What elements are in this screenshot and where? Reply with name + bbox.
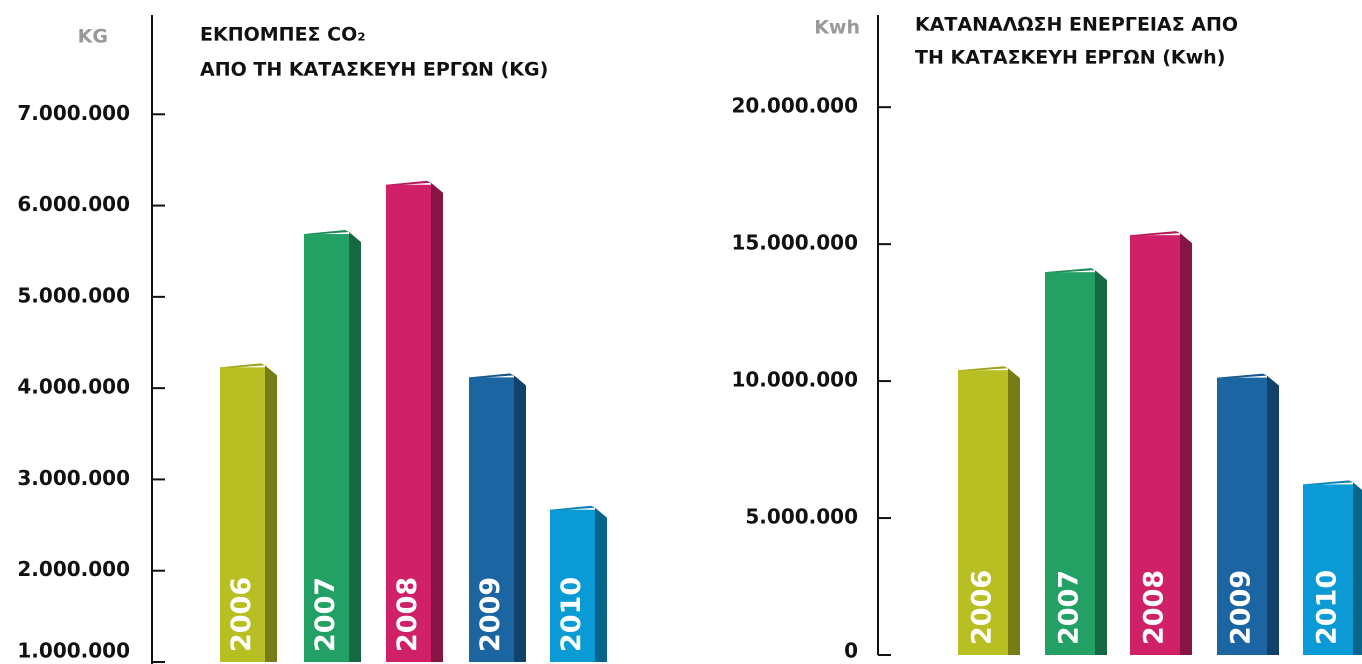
y-tick-label: 2.000.000 — [17, 557, 130, 581]
bar-top — [958, 366, 1008, 372]
unit-label: KG — [78, 26, 108, 48]
bar-side — [1353, 482, 1362, 655]
bar-side — [514, 375, 526, 662]
bar — [386, 184, 431, 662]
bar-year-label: 2009 — [475, 577, 506, 652]
bar — [1130, 235, 1180, 655]
bar-top — [220, 363, 265, 369]
y-tick-label: 3.000.000 — [17, 466, 130, 490]
bar-side — [1095, 270, 1107, 655]
bar-year-label: 2006 — [967, 570, 998, 645]
bar-year-label: 2008 — [392, 577, 423, 652]
bar-top — [550, 505, 595, 511]
bar-side — [431, 182, 443, 662]
bar-side — [1180, 233, 1192, 655]
bar-year-label: 2007 — [310, 577, 341, 652]
bar — [1217, 377, 1267, 655]
unit-label: Kwh — [814, 17, 860, 39]
chart-title: ΤΗ ΚΑΤΑΣΚΕΥΗ ΕΡΓΩΝ (Kwh) — [915, 47, 1225, 69]
bar-side — [595, 507, 607, 662]
bar — [220, 367, 265, 662]
y-tick-label: 4.000.000 — [17, 375, 130, 399]
y-tick-label: 5.000.000 — [745, 505, 858, 529]
bar-side — [1267, 375, 1279, 655]
y-tick-label: 5.000.000 — [17, 283, 130, 307]
bar-top — [386, 180, 431, 186]
bar-top — [1045, 268, 1095, 274]
bar-top — [1303, 480, 1353, 486]
bar-year-label: 2006 — [226, 577, 257, 652]
bar — [469, 377, 514, 662]
y-tick-label: 7.000.000 — [17, 101, 130, 125]
bar-year-label: 2009 — [1226, 570, 1257, 645]
bar-year-label: 2007 — [1054, 570, 1085, 645]
bar-top — [1130, 231, 1180, 237]
bar-year-label: 2010 — [556, 577, 587, 652]
bar-year-label: 2008 — [1139, 570, 1170, 645]
bar-side — [1008, 368, 1020, 655]
y-tick-label: 15.000.000 — [731, 231, 858, 255]
bar-top — [1217, 373, 1267, 379]
chart-title: ΚΑΤΑΝΑΛΩΣΗ ΕΝΕΡΓΕΙΑΣ ΑΠΟ — [915, 14, 1238, 36]
y-tick-label: 1.000.000 — [17, 639, 130, 663]
bar-side — [349, 232, 361, 662]
bar — [958, 370, 1008, 655]
y-tick-label: 10.000.000 — [731, 368, 858, 392]
bar-year-label: 2010 — [1312, 570, 1343, 645]
y-tick-label: 0 — [844, 639, 858, 663]
y-tick-label: 6.000.000 — [17, 192, 130, 216]
bar-top — [304, 230, 349, 236]
chart-title: ΑΠΟ ΤΗ ΚΑΤΑΣΚΕΥΗ ΕΡΓΩΝ (KG) — [200, 59, 548, 81]
bar-top — [469, 373, 514, 379]
bar — [1303, 484, 1353, 655]
chart-title: ΕΚΠΟΜΠΕΣ CO₂ — [200, 24, 366, 46]
bar — [550, 509, 595, 662]
y-tick-label: 20.000.000 — [731, 94, 858, 118]
bar — [1045, 272, 1095, 655]
bar-side — [265, 365, 277, 662]
bar — [304, 234, 349, 662]
